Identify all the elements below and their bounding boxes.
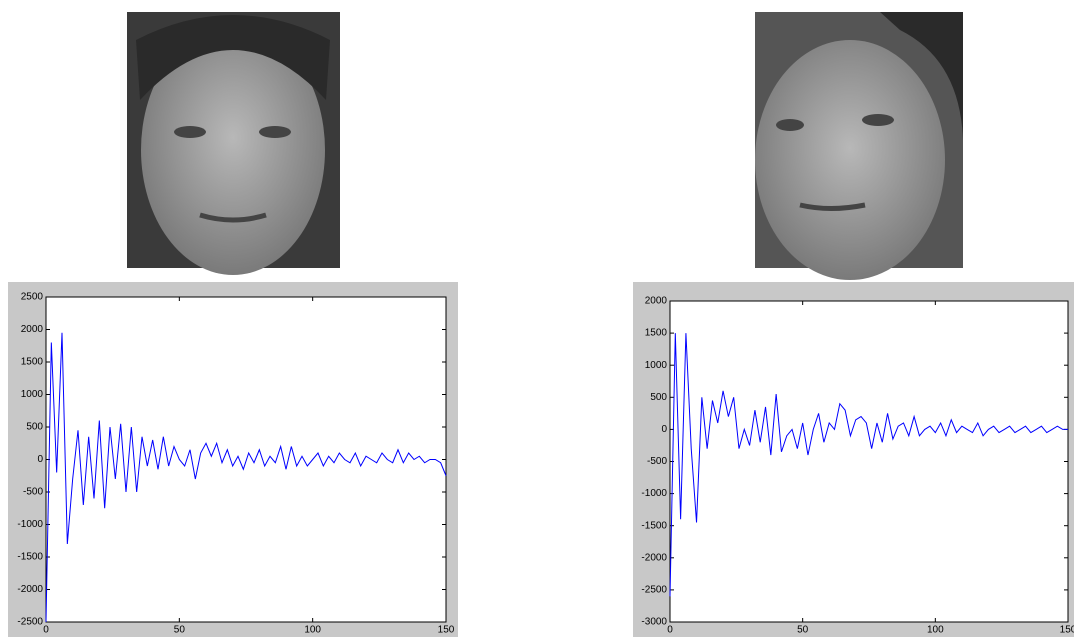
- y-tick-label: 2000: [645, 296, 668, 307]
- data-line: [45, 332, 447, 623]
- y-tick-label: -3000: [641, 617, 667, 628]
- y-tick-label: -2000: [641, 552, 667, 563]
- y-tick-label: 1500: [21, 357, 44, 368]
- y-tick-label: -2500: [17, 617, 43, 628]
- y-tick-label: -500: [23, 487, 43, 498]
- x-tick-label: 150: [438, 625, 455, 636]
- x-tick-label: 100: [927, 625, 944, 636]
- y-tick-label: 0: [37, 454, 43, 465]
- x-tick-label: 100: [304, 625, 321, 636]
- face-image-right: [755, 12, 963, 280]
- plot-area: [45, 296, 447, 623]
- y-tick-label: 0: [661, 424, 667, 435]
- y-tick-label: 500: [650, 392, 667, 403]
- y-tick-label: 2500: [21, 292, 44, 303]
- y-tick-label: 1000: [645, 360, 668, 371]
- y-tick-label: 1500: [645, 328, 668, 339]
- y-tick-label: -1000: [17, 519, 43, 530]
- y-tick-label: 1000: [21, 389, 44, 400]
- y-tick-label: 2000: [21, 324, 44, 335]
- x-tick-label: 50: [797, 625, 809, 636]
- x-tick-label: 150: [1060, 625, 1074, 636]
- x-tick-label: 0: [667, 625, 673, 636]
- y-tick-label: -1500: [641, 520, 667, 531]
- y-tick-label: -1000: [641, 488, 667, 499]
- data-line: [669, 333, 1068, 597]
- y-tick-label: -1500: [17, 552, 43, 563]
- face-image-left: [127, 12, 340, 275]
- plot-area: [669, 300, 1069, 623]
- y-tick-label: -500: [647, 456, 667, 467]
- y-tick-label: -2000: [17, 584, 43, 595]
- x-tick-label: 50: [174, 625, 186, 636]
- x-tick-label: 0: [43, 625, 49, 636]
- y-tick-label: 500: [26, 422, 43, 433]
- y-tick-label: -2500: [641, 585, 667, 596]
